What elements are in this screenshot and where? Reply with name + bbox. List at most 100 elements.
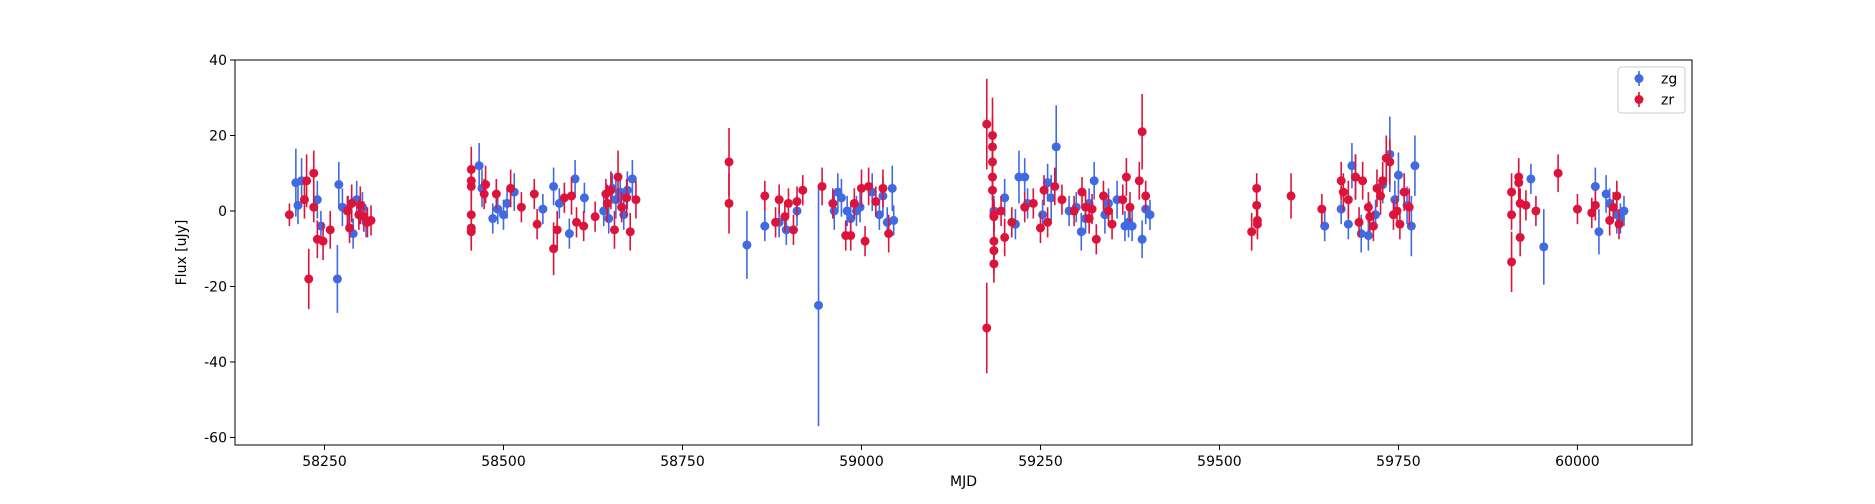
data-point-zg	[887, 183, 897, 193]
data-point-zr	[849, 198, 859, 208]
data-point-zg	[1076, 227, 1086, 237]
data-point-zr	[1247, 227, 1257, 237]
data-point-zr	[1608, 202, 1618, 212]
data-point-zr	[1368, 221, 1378, 231]
legend: zg zr	[1617, 66, 1686, 114]
data-point-zr	[466, 227, 476, 237]
data-point-zr	[325, 225, 335, 235]
data-point-zg	[293, 200, 303, 210]
data-point-zr	[1057, 195, 1067, 205]
data-point-zr	[856, 183, 866, 193]
data-point-zr	[1507, 257, 1517, 267]
data-point-zr	[771, 217, 781, 227]
data-point-zg	[1145, 210, 1155, 220]
data-point-zr	[760, 191, 770, 201]
data-point-zr	[572, 217, 582, 227]
data-point-zr	[982, 119, 992, 129]
data-point-zr	[631, 195, 641, 205]
data-point-zr	[846, 231, 856, 241]
data-point-zr	[1385, 157, 1395, 167]
data-point-zg	[627, 174, 637, 184]
data-point-zg	[502, 198, 512, 208]
data-point-zr	[982, 323, 992, 333]
data-point-zg	[611, 195, 621, 205]
data-point-zr	[1587, 208, 1597, 218]
x-tick-label: 58750	[660, 454, 705, 470]
legend-entry-zg: zg	[1634, 71, 1677, 88]
data-point-zr	[552, 225, 562, 235]
data-point-zr	[1399, 187, 1409, 197]
data-point-zg	[1590, 181, 1600, 191]
data-point-zr	[1572, 204, 1582, 214]
data-point-zr	[1514, 178, 1524, 188]
y-axis: -60 -40 -20 0 20 40	[204, 53, 235, 446]
data-point-zr	[1372, 183, 1382, 193]
data-point-zr	[987, 185, 997, 195]
data-point-zr	[466, 181, 476, 191]
data-point-zg	[493, 204, 503, 214]
data-point-zg	[1043, 178, 1053, 188]
y-tick-label: -40	[204, 355, 227, 371]
data-point-zr	[309, 202, 319, 212]
data-point-zr	[788, 225, 798, 235]
data-point-zg	[1526, 174, 1536, 184]
data-point-zr	[1077, 187, 1087, 197]
data-point-zg	[1000, 193, 1010, 203]
data-point-zg	[1406, 221, 1416, 231]
data-point-zr	[1553, 168, 1563, 178]
data-point-zr	[1614, 219, 1624, 229]
data-point-zg	[1410, 161, 1420, 171]
data-point-zr	[1007, 217, 1017, 227]
data-point-zr	[532, 219, 542, 229]
data-point-zr	[304, 274, 314, 284]
data-point-zg	[564, 229, 574, 239]
plot-frame	[234, 59, 1693, 446]
data-point-zg	[1020, 172, 1030, 182]
data-point-zr	[1365, 212, 1375, 222]
y-tick-label: -20	[204, 279, 227, 295]
data-point-zg	[846, 214, 856, 224]
data-point-zr	[774, 195, 784, 205]
data-point-zr	[1252, 219, 1262, 229]
data-point-zr	[871, 197, 881, 207]
data-point-zr	[780, 212, 790, 222]
y-tick-label: 40	[209, 53, 227, 69]
data-point-zr	[299, 195, 309, 205]
data-point-zr	[1050, 181, 1060, 191]
data-point-zr	[1286, 191, 1296, 201]
data-point-zr	[1118, 195, 1128, 205]
data-point-zg	[1393, 170, 1403, 180]
data-point-zr	[1395, 219, 1405, 229]
data-point-zr	[1590, 200, 1600, 210]
data-point-zr	[1087, 204, 1097, 214]
legend-zr-label: zr	[1661, 93, 1674, 109]
data-point-zr	[1039, 185, 1049, 195]
data-point-zr	[1343, 195, 1353, 205]
x-tick-label: 58500	[481, 454, 526, 470]
data-point-zg	[1539, 242, 1549, 252]
data-point-zr	[783, 198, 793, 208]
data-point-zr	[1515, 232, 1525, 242]
data-point-zr	[1098, 191, 1108, 201]
data-point-zr	[1252, 183, 1262, 193]
data-point-zr	[342, 206, 352, 216]
data-point-zr	[798, 185, 808, 195]
data-point-zg	[742, 240, 752, 250]
data-point-zg	[842, 206, 852, 216]
data-point-zg	[1336, 204, 1346, 214]
data-point-zr	[506, 183, 516, 193]
data-point-zg	[1347, 161, 1357, 171]
x-tick-label: 60000	[1555, 454, 1600, 470]
data-point-zr	[1091, 234, 1101, 244]
legend-zg-label: zg	[1661, 72, 1677, 88]
data-point-zr	[989, 259, 999, 269]
data-point-zr	[1137, 127, 1147, 137]
data-point-zr	[1043, 217, 1053, 227]
data-point-zr	[817, 181, 827, 191]
data-point-zg	[1038, 210, 1048, 220]
x-tick-label: 58250	[302, 454, 347, 470]
data-point-zr	[309, 168, 319, 178]
data-point-zr	[1103, 206, 1113, 216]
x-tick-label: 59250	[1018, 454, 1063, 470]
data-point-zg	[781, 225, 791, 235]
